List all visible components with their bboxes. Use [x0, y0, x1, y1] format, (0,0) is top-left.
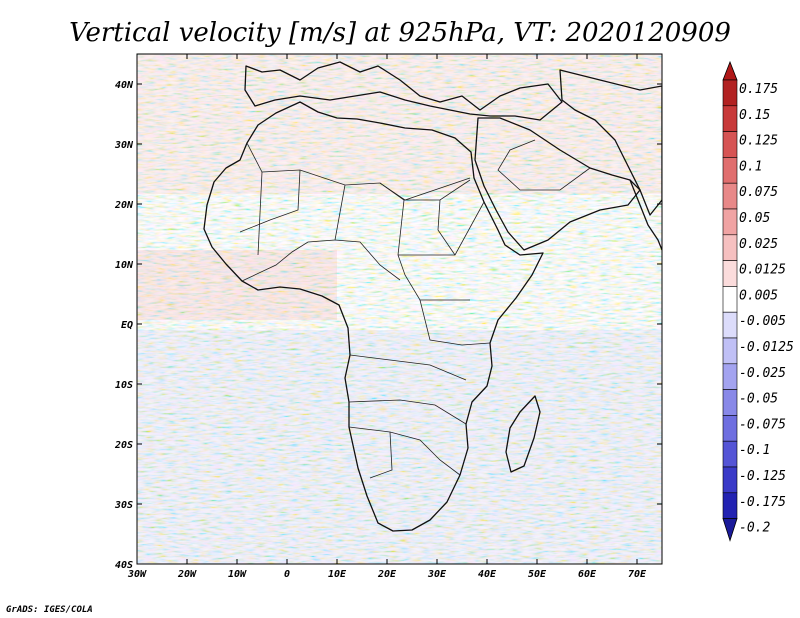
y-tick-label: 40S: [115, 560, 133, 571]
x-tick-label: 30E: [427, 569, 447, 580]
colorbar-label: -0.0125: [739, 340, 794, 355]
colorbar-swatch: [722, 260, 738, 287]
y-tick-label: 20N: [114, 200, 134, 211]
x-tick-label: 60E: [578, 569, 597, 580]
y-tick-label: EQ: [121, 320, 133, 331]
colorbar-label: -0.075: [739, 417, 786, 432]
y-tick-label: 20S: [114, 440, 133, 451]
africa-coastline: [203, 101, 544, 532]
colorbar-label: -0.2: [739, 521, 770, 536]
colorbar-swatch: [722, 157, 738, 184]
colorbar-swatch: [722, 363, 738, 390]
x-tick-label: 20W: [177, 569, 197, 580]
asia-coastline: [559, 69, 662, 216]
colorbar-label: 0.005: [739, 288, 778, 303]
colorbar: 0.175 0.15 0.125 0.1 0.075 0.05 0.025 0.0125 0.0…: [722, 60, 794, 542]
colorbar-swatch: [722, 492, 738, 519]
colorbar-label: 0.15: [739, 108, 770, 123]
x-tick-label: 0: [284, 569, 290, 580]
colorbar-swatch: [722, 105, 738, 132]
europe-coastline: [244, 61, 563, 121]
colorbar-label: 0.125: [739, 134, 778, 149]
chart-title: Vertical velocity [m/s] at 925hPa, VT: 2…: [69, 18, 731, 48]
colorbar-label: 0.075: [739, 185, 778, 200]
x-tick-label: 10E: [328, 569, 347, 580]
y-tick-label: 30S: [114, 500, 133, 511]
coastlines: [203, 61, 662, 532]
grads-credit: GrADS: IGES/COLA: [6, 605, 93, 615]
colorbar-swatch: [722, 286, 738, 313]
colorbar-label: -0.025: [739, 366, 786, 381]
india-coastline: [629, 179, 662, 251]
colorbar-swatch: [722, 440, 738, 468]
colorbar-label: -0.175: [739, 495, 786, 510]
x-tick-label: 50E: [528, 569, 547, 580]
colorbar-label: 0.0125: [739, 263, 786, 278]
colorbar-swatch: [722, 311, 738, 339]
y-tick-label: 10S: [115, 380, 133, 391]
axis-ticks: 30W 20W 10W 0 10E 20E 30E 40E 50E 60E 70E 40N 30N 20N…: [114, 54, 662, 580]
madagascar-coastline: [505, 395, 541, 473]
colorbar-label: -0.05: [739, 392, 778, 407]
colorbar-swatch: [722, 208, 738, 236]
colorbar-top-arrow: [722, 60, 738, 81]
colorbar-label: -0.005: [739, 314, 786, 329]
colorbar-swatch: [722, 466, 738, 494]
map-frame: [136, 53, 663, 565]
arabia-coastline: [474, 117, 641, 251]
x-tick-label: 30W: [127, 569, 147, 580]
colorbar-label: -0.125: [739, 469, 786, 484]
colorbar-label: 0.05: [739, 211, 770, 226]
colorbar-label: 0.025: [739, 237, 778, 252]
colorbar-swatch: [722, 415, 738, 442]
colorbar-label: -0.1: [739, 443, 770, 458]
colorbar-swatch: [722, 79, 738, 107]
x-tick-label: 40E: [478, 569, 497, 580]
y-tick-label: 10N: [115, 260, 134, 271]
colorbar-label: 0.175: [739, 82, 778, 97]
y-tick-label: 30N: [114, 140, 134, 151]
velocity-field: [137, 54, 662, 564]
colorbar-swatch: [722, 234, 738, 261]
x-tick-label: 10W: [228, 569, 247, 580]
colorbar-swatch: [722, 182, 738, 210]
colorbar-swatch: [722, 131, 738, 158]
map-panel: 30W 20W 10W 0 10E 20E 30E 40E 50E 60E 70E 40N 30N 20N…: [114, 53, 663, 580]
colorbar-bottom-arrow: [722, 518, 738, 542]
colorbar-swatch: [722, 337, 738, 365]
country-borders: [239, 139, 591, 479]
x-tick-label: 20E: [377, 569, 397, 580]
y-tick-label: 40N: [115, 80, 134, 91]
colorbar-swatch: [722, 389, 738, 416]
x-tick-label: 70E: [628, 569, 647, 580]
colorbar-label: 0.1: [739, 159, 762, 174]
